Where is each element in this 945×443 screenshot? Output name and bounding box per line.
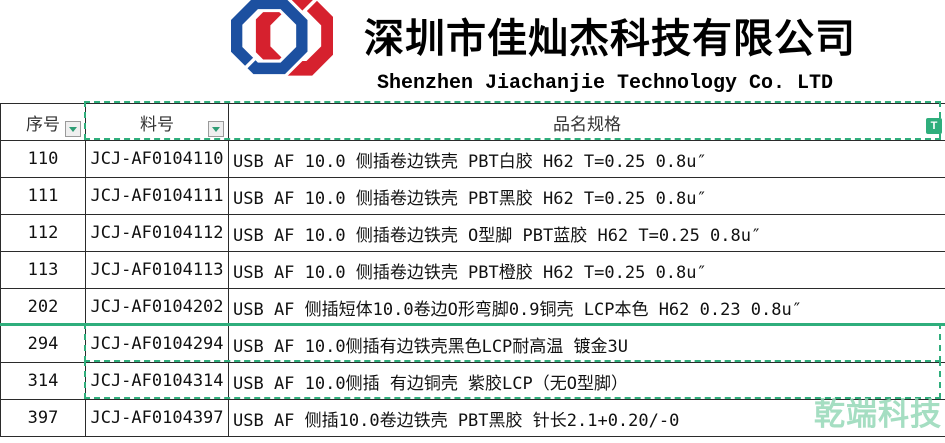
cell-seq[interactable]: 397 [0,399,86,437]
cell-spec[interactable]: USB AF 10.0 侧插卷边铁壳 PBT橙胶 H62 T=0.25 0.8u… [228,251,945,289]
column-header-spec[interactable]: 品名规格 [228,103,945,141]
cell-seq[interactable]: 111 [0,177,86,215]
table-row-selected: 294 JCJ-AF0104294 USB AF 10.0侧插有边铁壳黑色LCP… [0,325,945,363]
cell-part[interactable]: JCJ-AF0104397 [85,399,229,437]
table-row: 113 JCJ-AF0104113 USB AF 10.0 侧插卷边铁壳 PBT… [0,251,945,289]
cell-spec[interactable]: USB AF 侧插短体10.0卷边O形弯脚0.9铜壳 LCP本色 H62 0.2… [228,288,945,326]
cell-seq[interactable]: 112 [0,214,86,252]
filter-arrow-icon [212,126,220,132]
table-row-selected: 314 JCJ-AF0104314 USB AF 10.0侧插 有边铜壳 紫胶L… [0,362,945,400]
cell-part[interactable]: JCJ-AF0104294 [85,325,229,363]
cell-seq[interactable]: 113 [0,251,86,289]
cell-part[interactable]: JCJ-AF0104110 [85,140,229,178]
filter-arrow-icon [69,126,77,132]
company-logo-icon [231,0,333,82]
cell-part[interactable]: JCJ-AF0104113 [85,251,229,289]
filter-dropdown-button-seq[interactable] [65,121,81,137]
table-row: 111 JCJ-AF0104111 USB AF 10.0 侧插卷边铁壳 PBT… [0,177,945,215]
company-name-english: Shenzhen Jiachanjie Technology Co. LTD [376,72,834,95]
column-header-seq-label: 序号 [26,114,60,135]
column-header-spec-label: 品名规格 [553,114,621,135]
cell-spec[interactable]: USB AF 10.0 侧插卷边铁壳 O型脚 PBT蓝胶 H62 T=0.25 … [228,214,945,252]
table-header-row: 序号 料号 品名规格 [0,103,945,141]
filter-dropdown-button-part[interactable] [208,121,224,137]
cell-spec[interactable]: USB AF 10.0侧插有边铁壳黑色LCP耐高温 镀金3U [228,325,945,363]
cell-seq[interactable]: 110 [0,140,86,178]
table-row: 112 JCJ-AF0104112 USB AF 10.0 侧插卷边铁壳 O型脚… [0,214,945,252]
table-row: 202 JCJ-AF0104202 USB AF 侧插短体10.0卷边O形弯脚0… [0,288,945,326]
cell-spec[interactable]: USB AF 10.0侧插 有边铜壳 紫胶LCP（无O型脚） [228,362,945,400]
column-header-part-label: 料号 [140,114,174,135]
cell-spec[interactable]: USB AF 10.0 侧插卷边铁壳 PBT白胶 H62 T=0.25 0.8u… [228,140,945,178]
cell-part[interactable]: JCJ-AF0104202 [85,288,229,326]
cell-part[interactable]: JCJ-AF0104111 [85,177,229,215]
paste-options-button[interactable]: T [926,118,942,134]
cell-spec[interactable]: USB AF 侧插10.0卷边铁壳 PBT黑胶 针长2.1+0.20/-0 [228,399,945,437]
cell-seq[interactable]: 314 [0,362,86,400]
cell-seq[interactable]: 294 [0,325,86,363]
table-row: 397 JCJ-AF0104397 USB AF 侧插10.0卷边铁壳 PBT黑… [0,399,945,437]
cell-part[interactable]: JCJ-AF0104314 [85,362,229,400]
cell-part[interactable]: JCJ-AF0104112 [85,214,229,252]
table-row: 110 JCJ-AF0104110 USB AF 10.0 侧插卷边铁壳 PBT… [0,140,945,178]
cell-spec[interactable]: USB AF 10.0 侧插卷边铁壳 PBT黑胶 H62 T=0.25 0.8u… [228,177,945,215]
company-name-chinese: 深圳市佳灿杰科技有限公司 [364,16,856,61]
cell-seq[interactable]: 202 [0,288,86,326]
product-table: 序号 料号 品名规格 110 JCJ-AF0104110 USB [0,103,945,437]
column-header-part[interactable]: 料号 [85,103,229,141]
column-header-seq[interactable]: 序号 [0,103,86,141]
